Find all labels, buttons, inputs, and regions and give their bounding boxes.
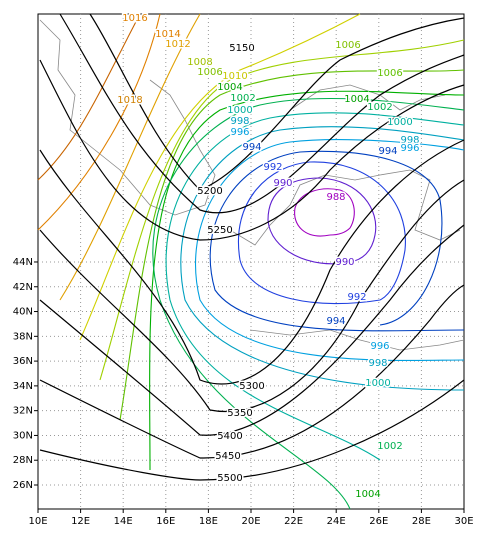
contour-label: 998 <box>230 116 249 127</box>
contour-label: 992 <box>263 162 282 173</box>
contour <box>39 139 465 385</box>
x-axis-label: 10E <box>28 516 47 527</box>
coastline <box>229 169 461 246</box>
contour <box>294 188 355 237</box>
y-axis-label: 40N <box>13 307 33 318</box>
contour-label: 990 <box>335 257 354 268</box>
x-axis-label: 24E <box>327 516 346 527</box>
y-axis-label: 30N <box>13 430 33 441</box>
contour-label: 994 <box>326 316 345 327</box>
contour-label: 1002 <box>367 102 392 113</box>
contour-label: 996 <box>230 127 249 138</box>
contour-label: 5150 <box>229 43 254 54</box>
contour-label: 998 <box>368 358 387 369</box>
height-contours <box>39 13 465 481</box>
contour-label: 1014 <box>155 29 180 40</box>
contour <box>39 379 465 481</box>
contour <box>89 13 465 191</box>
contour <box>39 179 465 412</box>
contour <box>37 13 161 231</box>
contour <box>99 39 465 381</box>
contour-label: 1008 <box>187 57 212 68</box>
x-axis-label: 26E <box>369 516 388 527</box>
contour-label: 5200 <box>197 186 222 197</box>
contour-label: 5350 <box>227 408 252 419</box>
contour <box>149 90 465 471</box>
contour <box>37 13 141 181</box>
contour-label: 996 <box>370 341 389 352</box>
y-axis-label: 26N <box>13 480 33 491</box>
contour-label: 996 <box>400 143 419 154</box>
contour-label: 1000 <box>387 117 412 128</box>
x-axis-label: 22E <box>284 516 303 527</box>
contour-label: 5450 <box>215 451 240 462</box>
contour <box>238 161 406 305</box>
contour-label: 5400 <box>217 431 242 442</box>
contour-label: 1012 <box>165 39 190 50</box>
contour <box>39 59 465 241</box>
contour-label: 994 <box>242 142 261 153</box>
coastline <box>249 329 465 351</box>
contour-label: 1010 <box>222 71 247 82</box>
contour <box>180 126 465 391</box>
contour-label: 994 <box>378 146 397 157</box>
contour <box>59 13 465 214</box>
y-axis-label: 34N <box>13 381 33 392</box>
contour <box>39 284 465 459</box>
contour-label: 990 <box>273 178 292 189</box>
x-axis-label: 20E <box>241 516 260 527</box>
contour <box>59 13 201 301</box>
labels: 5150 5200 5250 5300 5350 5400 5450 5500 … <box>116 12 421 502</box>
contour-label: 1004 <box>344 94 369 105</box>
contour <box>79 13 361 341</box>
x-axis-label: 16E <box>156 516 175 527</box>
contour-label: 1006 <box>377 68 402 79</box>
grid <box>38 14 464 509</box>
y-axis-label: 38N <box>13 331 33 342</box>
contour-label: 1004 <box>355 489 380 500</box>
x-axis-label: 14E <box>114 516 133 527</box>
contour <box>119 69 465 421</box>
contour <box>267 177 377 265</box>
contour-label: 988 <box>326 192 345 203</box>
contour <box>209 150 465 332</box>
contour <box>39 224 465 436</box>
contour-label: 1006 <box>197 67 222 78</box>
x-axis-label: 28E <box>412 516 431 527</box>
y-axis-label: 36N <box>13 356 33 367</box>
y-axis-label: 28N <box>13 455 33 466</box>
contour-label: 1006 <box>335 40 360 51</box>
y-axis-label: 32N <box>13 406 33 417</box>
contour <box>152 97 465 510</box>
contour <box>195 139 465 362</box>
contour-label: 1016 <box>122 13 147 24</box>
contour <box>165 112 465 461</box>
contour-label: 5500 <box>217 473 242 484</box>
contour-label: 1002 <box>377 441 402 452</box>
contour-label: 5300 <box>239 381 264 392</box>
coastline <box>39 19 216 216</box>
contour-label: 1000 <box>365 378 390 389</box>
contour-label: 1004 <box>217 82 242 93</box>
y-axis-label: 44N <box>13 257 33 268</box>
x-axis-label: 30E <box>454 516 473 527</box>
coastlines <box>39 19 465 351</box>
pressure-contours <box>37 13 465 510</box>
contour-label: 992 <box>347 292 366 303</box>
x-axis-label: 18E <box>199 516 218 527</box>
y-axis-label: 42N <box>13 282 33 293</box>
contour-label: 1000 <box>227 105 252 116</box>
contour-label: 998 <box>400 135 419 146</box>
x-axis-label: 12E <box>71 516 90 527</box>
contour-label: 5250 <box>207 225 232 236</box>
contour-label: 1018 <box>117 95 142 106</box>
contour-label: 1002 <box>230 93 255 104</box>
